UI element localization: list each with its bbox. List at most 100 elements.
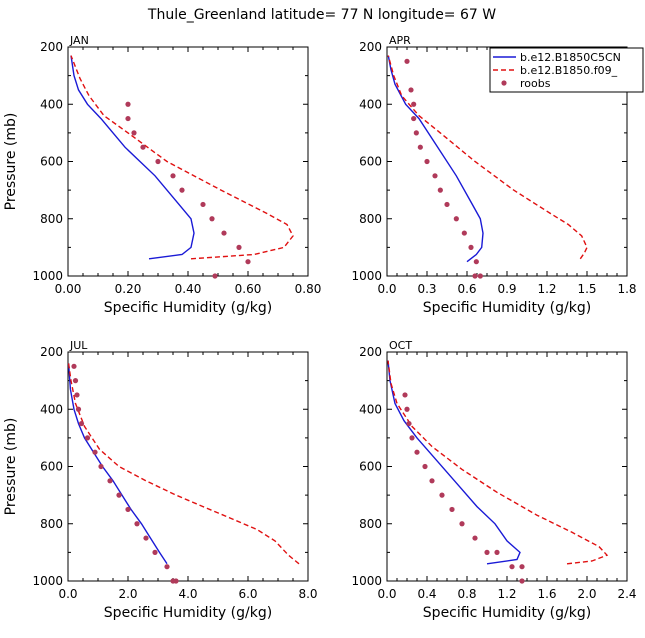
- x-tick-label: 0.4: [417, 587, 436, 601]
- y-tick-label: 200: [40, 40, 63, 54]
- y-tick-label: 200: [40, 345, 63, 359]
- roobs-point: [221, 230, 227, 236]
- panel-month-label: JUL: [69, 339, 88, 352]
- y-axis-label: Pressure (mb): [3, 113, 19, 211]
- y-tick-label: 400: [359, 97, 382, 111]
- panel-jan: 0.00 0.20 0.40 0.60 0.80 200 400 600 800 1000 JAN S…: [3, 34, 321, 316]
- roobs-point: [125, 506, 131, 513]
- roobs-point: [453, 216, 459, 222]
- roobs-point: [140, 144, 146, 150]
- x-tick-label: 2.0: [577, 587, 596, 601]
- x-tick-label: 0.20: [115, 282, 142, 296]
- series-line-b-e12-b1850-f09: [387, 55, 588, 260]
- roobs-point: [212, 273, 218, 279]
- y-tick-label: 1000: [351, 269, 382, 283]
- x-axis-label: Specific Humidity (g/kg): [104, 605, 272, 621]
- y-tick-label: 600: [40, 460, 63, 474]
- series-line-b-e12-b1850c5cn: [70, 55, 195, 260]
- x-tick-label: 0.0: [58, 587, 77, 601]
- panel-oct: 0.0 0.4 0.8 1.2 1.6 2.0 2.4 200 400 600 800 1000 OCT…: [351, 339, 636, 621]
- roobs-point: [125, 101, 131, 107]
- y-tick-label: 200: [359, 40, 382, 54]
- x-tick-label: 2.0: [118, 587, 137, 601]
- roobs-point: [75, 406, 82, 412]
- roobs-point: [411, 115, 417, 122]
- y-tick-label: 600: [40, 155, 63, 169]
- x-tick-label: 0.80: [295, 282, 322, 296]
- series-line-b-e12-b1850-f09: [387, 360, 609, 565]
- roobs-point: [472, 535, 478, 541]
- roobs-point: [444, 201, 450, 208]
- y-tick-label: 800: [359, 212, 382, 226]
- y-tick-label: 200: [359, 345, 382, 359]
- roobs-point: [116, 492, 122, 498]
- panel-month-label: JAN: [69, 34, 89, 47]
- roobs-point: [484, 549, 490, 555]
- series-line-b-e12-b1850-f09: [70, 55, 294, 260]
- y-tick-label: 400: [40, 402, 63, 416]
- roobs-point: [78, 420, 85, 427]
- legend-box: [489, 47, 644, 93]
- x-tick-label: 8.0: [298, 587, 317, 601]
- x-tick-label: 0.0: [377, 282, 396, 296]
- roobs-point: [461, 230, 467, 236]
- y-tick-label: 1000: [32, 269, 63, 283]
- x-tick-label: 0.6: [457, 282, 476, 296]
- y-tick-label: 600: [359, 155, 382, 169]
- x-axis-label: Specific Humidity (g/kg): [423, 300, 591, 316]
- figure-title: Thule_Greenland latitude= 77 N longitude…: [147, 7, 496, 23]
- series-line-b-e12-b1850c5cn: [67, 363, 168, 565]
- x-tick-label: 0.9: [497, 282, 516, 296]
- roobs-point: [519, 578, 525, 584]
- roobs-point: [439, 492, 445, 498]
- roobs-point: [429, 478, 435, 484]
- roobs-point: [152, 549, 158, 555]
- roobs-point: [84, 435, 91, 441]
- roobs-point: [408, 87, 414, 93]
- legend-entry: b.e12.B1850.f09_: [520, 64, 618, 77]
- roobs-point: [494, 549, 500, 555]
- x-tick-label: 0.00: [55, 282, 82, 296]
- roobs-point: [236, 244, 242, 250]
- panel-month-label: OCT: [389, 339, 412, 352]
- roobs-point: [98, 463, 104, 470]
- x-tick-label: 0.40: [175, 282, 202, 296]
- roobs-point: [200, 201, 206, 208]
- roobs-point: [468, 244, 474, 250]
- roobs-point: [72, 378, 79, 384]
- roobs-point: [131, 130, 137, 136]
- roobs-point: [155, 158, 161, 165]
- x-tick-label: 1.2: [537, 282, 556, 296]
- x-axis-label: Specific Humidity (g/kg): [104, 300, 272, 316]
- roobs-point: [143, 535, 149, 541]
- roobs-point: [404, 406, 410, 412]
- y-tick-label: 800: [40, 212, 63, 226]
- roobs-point: [413, 130, 419, 136]
- series-line-b-e12-b1850-f09: [67, 363, 300, 565]
- legend-entry: roobs: [520, 77, 551, 90]
- x-tick-label: 4.0: [178, 587, 197, 601]
- roobs-point: [409, 435, 415, 441]
- panels-group: 0.00 0.20 0.40 0.60 0.80 200 400 600 800 1000 JAN S…: [3, 34, 644, 621]
- y-tick-label: 1000: [32, 574, 63, 588]
- panel-month-label: APR: [389, 34, 411, 47]
- y-tick-label: 600: [359, 460, 382, 474]
- x-tick-label: 1.5: [577, 282, 596, 296]
- roobs-point: [134, 521, 140, 527]
- x-tick-label: 0.60: [235, 282, 262, 296]
- roobs-point: [519, 564, 525, 570]
- y-axis-label: Pressure (mb): [3, 418, 19, 516]
- series-line-b-e12-b1850c5cn: [387, 360, 521, 565]
- roobs-point: [179, 187, 185, 193]
- x-tick-label: 0.0: [377, 587, 396, 601]
- roobs-point: [424, 158, 430, 165]
- x-tick-label: 1.8: [617, 282, 636, 296]
- series-line-b-e12-b1850c5cn: [387, 55, 484, 263]
- roobs-point: [173, 578, 179, 584]
- roobs-point: [170, 173, 176, 179]
- roobs-point: [459, 521, 465, 527]
- roobs-point: [125, 115, 131, 122]
- y-tick-label: 400: [40, 97, 63, 111]
- roobs-point: [71, 363, 77, 369]
